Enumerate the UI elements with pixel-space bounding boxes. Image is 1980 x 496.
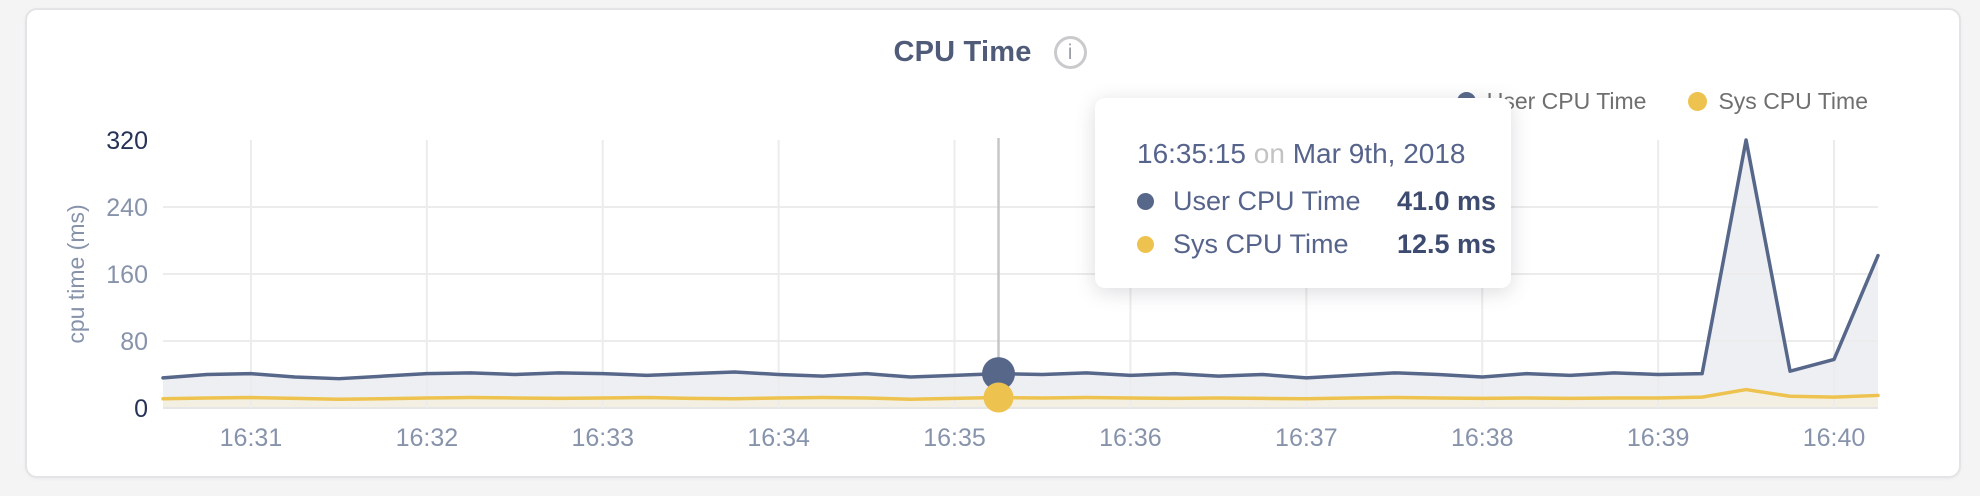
highlight-point-user[interactable] <box>982 357 1016 391</box>
x-tick-label-16:33: 16:33 <box>571 424 634 452</box>
tooltip-dot-sys-icon <box>1137 236 1154 253</box>
y-axis-title: cpu time (ms) <box>63 204 89 343</box>
tooltip-time: 16:35:15 <box>1137 138 1246 169</box>
chart-legend: User CPU Time Sys CPU Time <box>1456 88 1868 115</box>
info-icon[interactable]: i <box>1053 36 1087 69</box>
legend-item-sys-cpu-time[interactable]: Sys CPU Time <box>1688 88 1868 115</box>
legend-item-user-cpu-time[interactable]: User CPU Time <box>1456 88 1647 115</box>
legend-label: Sys CPU Time <box>1718 88 1868 114</box>
series-line-user <box>161 138 1880 381</box>
x-tick-label-16:31: 16:31 <box>220 424 283 452</box>
tooltip-dot-user-icon <box>1137 193 1154 210</box>
chart-title: CPU Time <box>893 36 1032 68</box>
tooltip-row-user: User CPU Time 41.0 ms <box>1137 186 1511 217</box>
tooltip-date: Mar 9th, 2018 <box>1292 138 1466 169</box>
tooltip-conjunction: on <box>1253 138 1285 169</box>
chart-tooltip: 16:35:15 on Mar 9th, 2018 User CPU Time … <box>1095 98 1511 288</box>
tooltip-row-sys: Sys CPU Time 12.5 ms <box>1137 229 1511 260</box>
x-tick-label-16:32: 16:32 <box>396 424 459 452</box>
x-tick-label-16:39: 16:39 <box>1627 424 1690 452</box>
y-tick-label-0: 0 <box>134 395 148 423</box>
highlight-point-sys[interactable] <box>983 382 1014 413</box>
series-line-sys <box>161 387 1880 401</box>
x-tick-label-16:36: 16:36 <box>1099 424 1162 452</box>
chart-header: CPU Time i <box>0 36 1980 69</box>
tooltip-value: 41.0 ms <box>1397 186 1497 216</box>
plot-area[interactable] <box>163 140 1878 408</box>
legend-label: User CPU Time <box>1486 88 1647 114</box>
x-tick-label-16:34: 16:34 <box>747 424 810 452</box>
y-tick-label-80: 80 <box>120 328 148 356</box>
tooltip-label: User CPU Time <box>1173 186 1361 216</box>
x-tick-label-16:35: 16:35 <box>923 424 986 452</box>
series-area-user <box>163 140 1878 408</box>
x-tick-label-16:38: 16:38 <box>1451 424 1514 452</box>
y-tick-label-160: 160 <box>106 261 148 289</box>
tooltip-timestamp: 16:35:15 on Mar 9th, 2018 <box>1137 138 1511 170</box>
y-tick-label-320: 320 <box>106 127 148 155</box>
y-tick-label-240: 240 <box>106 194 148 222</box>
x-tick-label-16:37: 16:37 <box>1275 424 1338 452</box>
x-tick-label-16:40: 16:40 <box>1803 424 1866 452</box>
legend-dot-sys-icon <box>1688 92 1708 111</box>
tooltip-label: Sys CPU Time <box>1173 229 1349 259</box>
tooltip-value: 12.5 ms <box>1397 229 1497 259</box>
